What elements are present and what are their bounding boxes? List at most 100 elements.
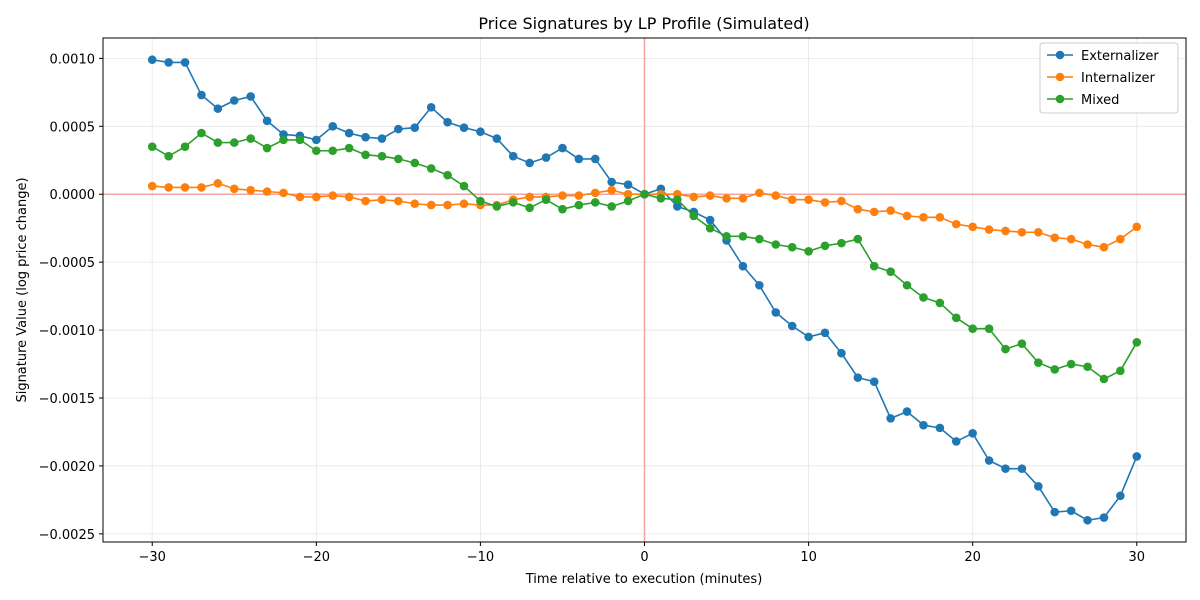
data-point-externalizer [1099, 513, 1109, 522]
data-point-internalizer [919, 213, 928, 222]
data-point-internalizer [147, 181, 157, 191]
data-point-externalizer [1116, 491, 1125, 501]
data-point-mixed [902, 280, 912, 290]
data-point-mixed [804, 246, 813, 256]
data-point-externalizer [787, 321, 797, 331]
legend-swatch-marker [1055, 94, 1065, 104]
data-point-mixed [623, 196, 633, 206]
data-point-internalizer [755, 188, 764, 198]
data-point-internalizer [1066, 234, 1076, 244]
data-point-externalizer [935, 423, 945, 433]
data-point-internalizer [377, 195, 387, 204]
data-point-externalizer [229, 96, 239, 105]
data-point-mixed [164, 151, 173, 161]
data-point-mixed [213, 138, 223, 147]
y-tick-label: −0.0025 [39, 528, 95, 543]
data-point-mixed [312, 146, 321, 156]
data-point-mixed [705, 223, 715, 233]
data-point-mixed [246, 134, 255, 143]
legend: Externalizer Internalizer Mixed [1039, 42, 1179, 114]
data-point-externalizer [410, 123, 420, 132]
data-point-mixed [180, 142, 190, 151]
series-internalizer [147, 179, 1142, 252]
data-point-externalizer [147, 55, 157, 65]
data-point-externalizer [312, 135, 321, 145]
data-point-mixed [689, 211, 699, 221]
data-point-externalizer [164, 58, 173, 67]
x-tick-label: 20 [964, 550, 981, 565]
data-point-externalizer [574, 154, 584, 164]
data-point-internalizer [229, 184, 239, 194]
data-point-externalizer [984, 456, 994, 465]
data-point-internalizer [1050, 233, 1060, 242]
data-point-externalizer [590, 154, 600, 164]
data-point-externalizer [837, 348, 846, 358]
data-point-externalizer [886, 414, 895, 423]
data-point-internalizer [1017, 227, 1027, 237]
data-point-internalizer [279, 188, 288, 198]
data-point-internalizer [394, 196, 403, 206]
data-point-externalizer [262, 116, 272, 126]
data-point-internalizer [771, 191, 781, 200]
data-point-mixed [394, 154, 403, 164]
data-point-mixed [443, 170, 452, 180]
data-point-externalizer [443, 117, 452, 127]
data-point-mixed [984, 324, 994, 334]
data-point-mixed [869, 261, 879, 271]
y-tick-label: −0.0010 [39, 324, 95, 339]
legend-item-internalizer: Internalizer [1047, 71, 1156, 86]
data-point-internalizer [820, 198, 830, 207]
data-point-mixed [262, 143, 272, 153]
x-tick-label: −30 [139, 550, 166, 565]
data-point-internalizer [869, 207, 879, 217]
data-point-internalizer [1083, 240, 1092, 249]
data-point-internalizer [984, 225, 994, 234]
data-point-mixed [853, 234, 863, 244]
data-point-externalizer [705, 215, 715, 225]
data-point-mixed [935, 298, 945, 308]
legend-swatch-marker [1055, 72, 1065, 82]
data-point-mixed [541, 195, 551, 204]
data-point-internalizer [426, 200, 436, 210]
data-point-mixed [640, 189, 649, 199]
data-point-mixed [755, 234, 764, 244]
y-axis-label: Signature Value (log price change) [15, 177, 30, 402]
data-point-mixed [656, 194, 666, 203]
data-point-externalizer [328, 122, 338, 131]
x-tick-label: 10 [800, 550, 817, 565]
legend-item-mixed: Mixed [1047, 93, 1119, 108]
x-axis-ticks: −30 −20 −10 0 10 20 30 [139, 542, 1145, 565]
data-point-externalizer [853, 373, 863, 382]
data-point-mixed [574, 200, 584, 210]
data-point-mixed [492, 202, 502, 211]
data-point-internalizer [689, 192, 699, 202]
data-point-externalizer [1034, 482, 1043, 491]
series-layer [147, 55, 1142, 525]
data-point-internalizer [443, 200, 452, 210]
data-point-externalizer [459, 123, 469, 132]
data-point-externalizer [426, 102, 436, 112]
data-point-mixed [279, 135, 288, 145]
data-point-mixed [295, 135, 305, 145]
y-axis-ticks: −0.0025 −0.0020 −0.0015 −0.0010 −0.0005 0.000… [39, 52, 103, 543]
data-point-mixed [377, 151, 387, 161]
data-point-externalizer [1132, 452, 1142, 461]
data-point-mixed [147, 142, 157, 151]
data-point-internalizer [525, 192, 534, 202]
x-tick-label: 30 [1128, 550, 1145, 565]
data-point-mixed [837, 238, 846, 248]
data-point-internalizer [262, 187, 272, 196]
data-point-mixed [361, 150, 370, 160]
data-point-mixed [1034, 358, 1043, 367]
data-point-externalizer [246, 92, 255, 101]
chart-title: Price Signatures by LP Profile (Simulate… [478, 14, 809, 33]
data-point-internalizer [213, 179, 223, 188]
data-point-externalizer [476, 127, 485, 137]
data-point-mixed [820, 241, 830, 251]
data-point-externalizer [869, 377, 879, 386]
y-tick-label: 0.0005 [50, 120, 96, 135]
data-point-externalizer [1083, 515, 1092, 525]
series-mixed [147, 128, 1142, 384]
data-point-mixed [1083, 362, 1092, 372]
